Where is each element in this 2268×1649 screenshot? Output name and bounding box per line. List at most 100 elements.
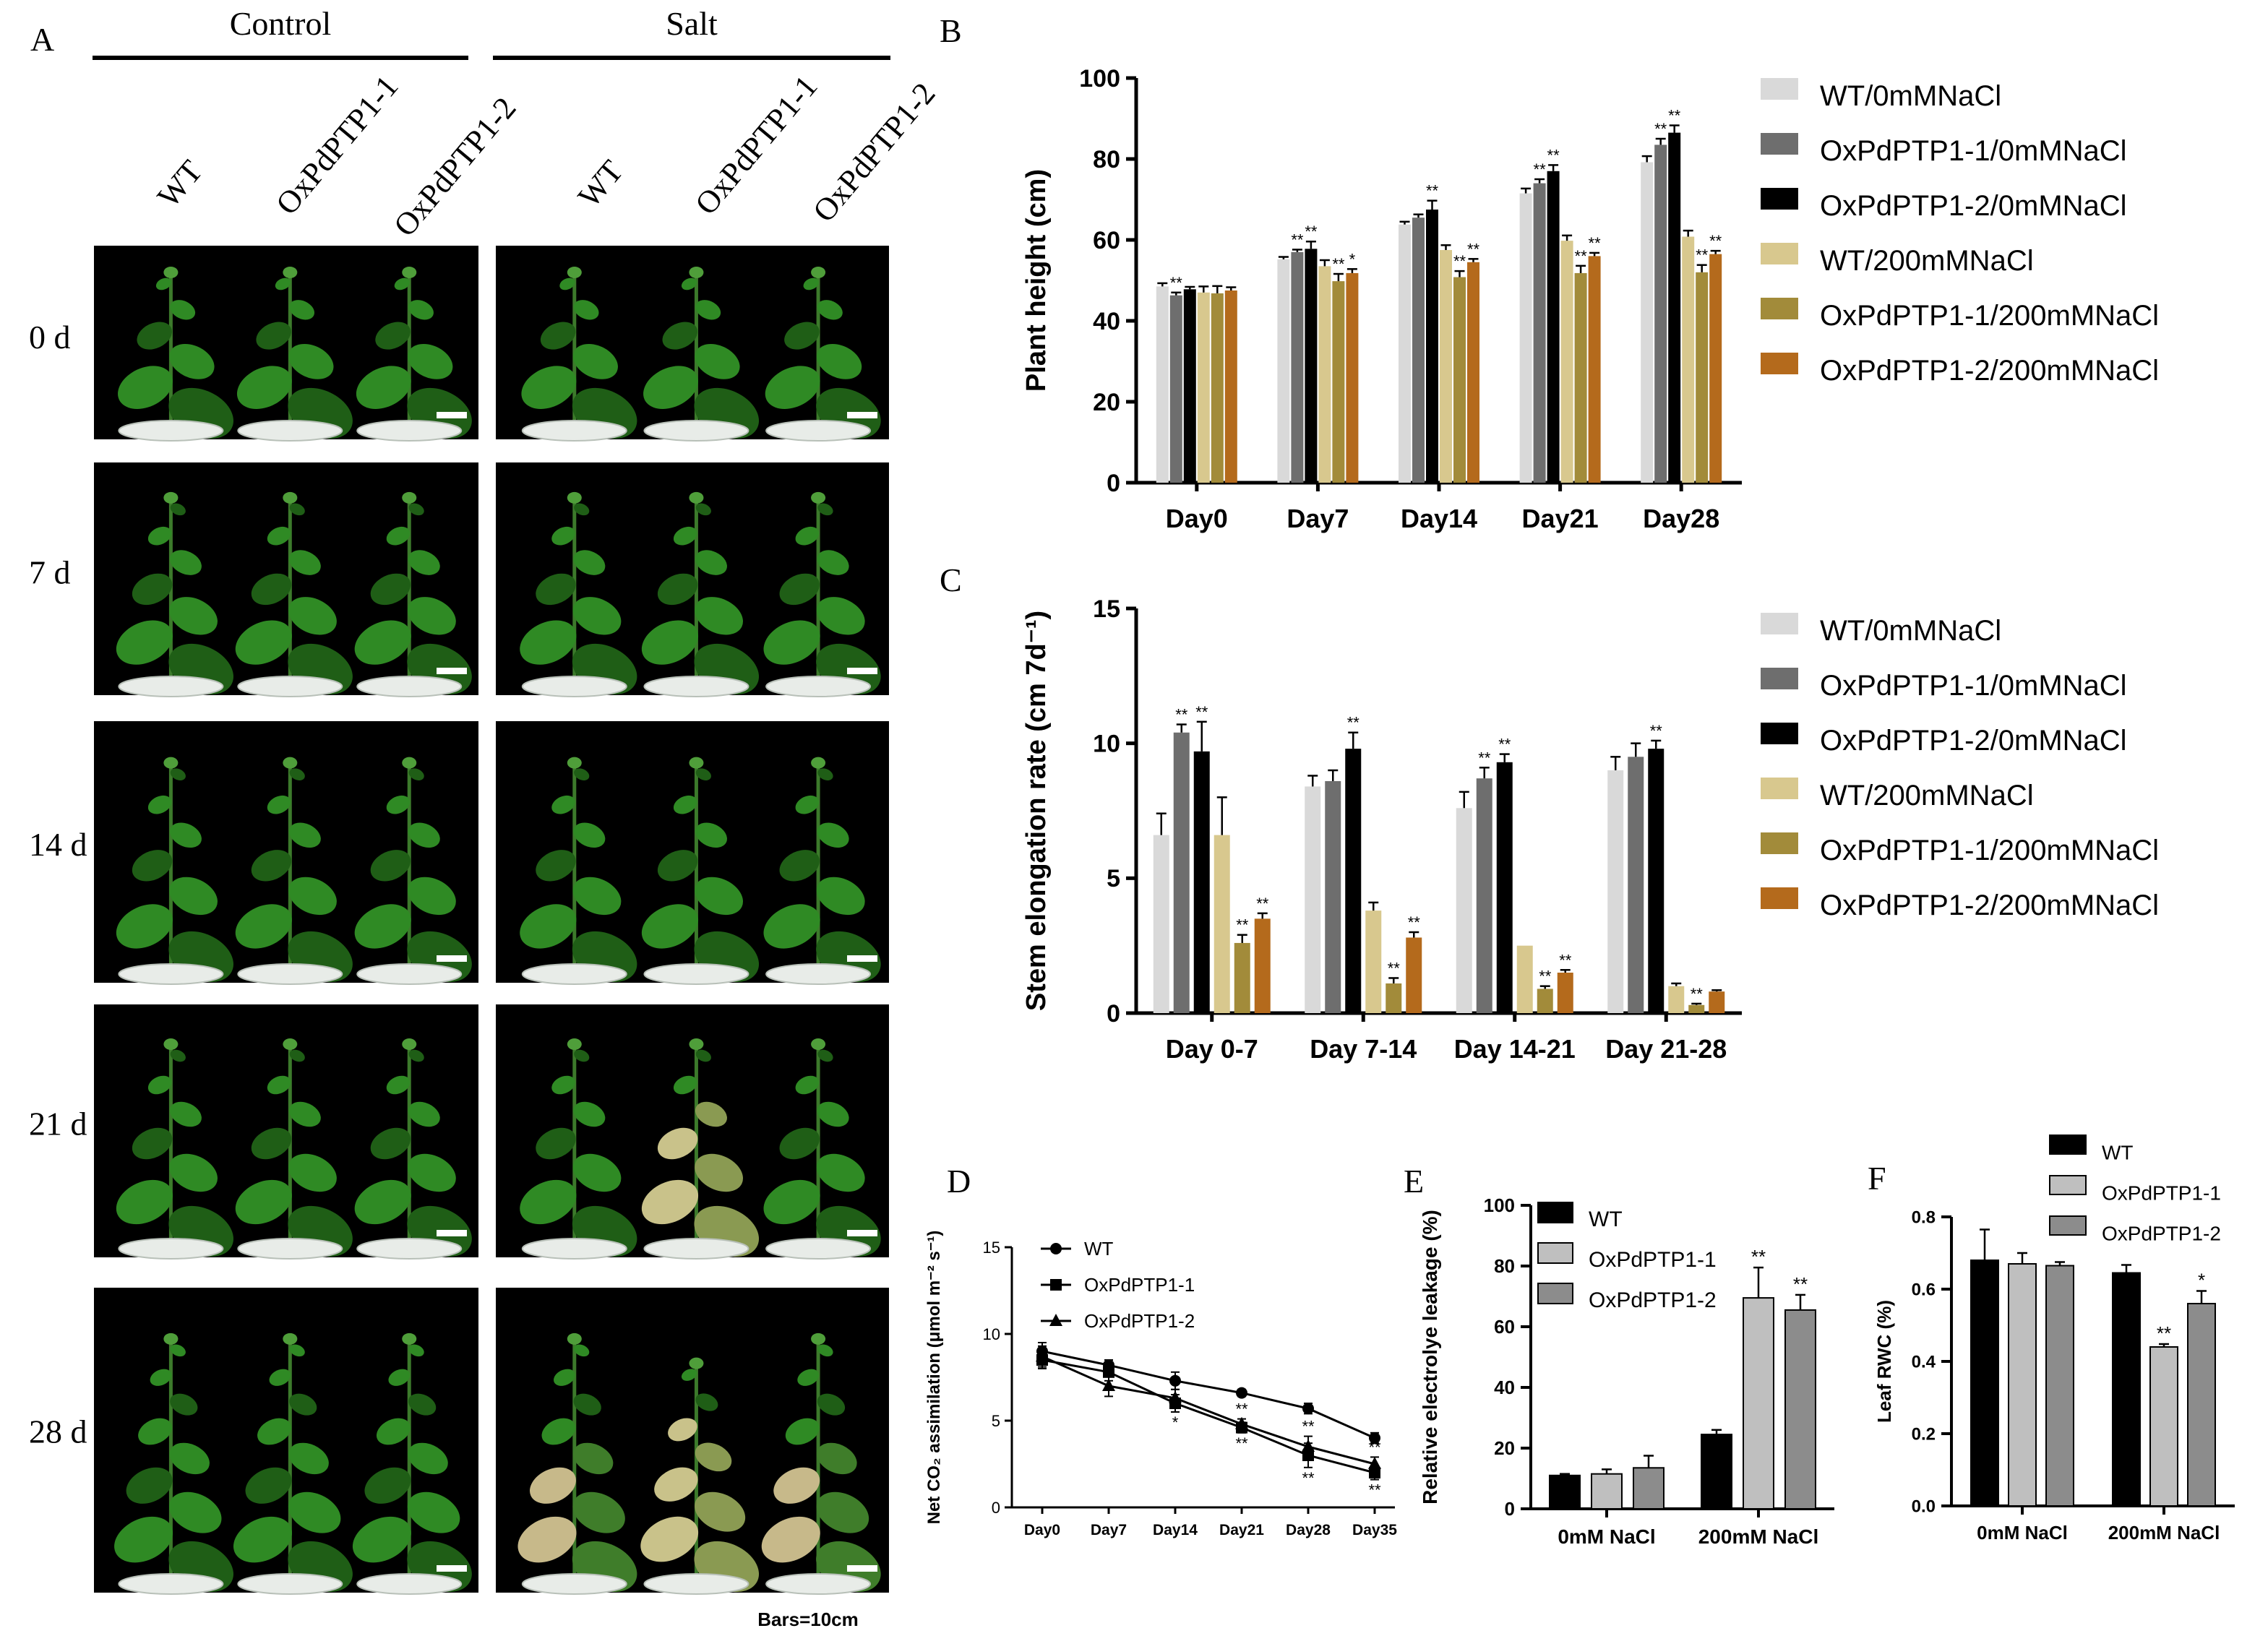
- bar-oxpdptp1-2: [1784, 1309, 1816, 1510]
- plant-leaf: [170, 1393, 198, 1416]
- plant-leaf: [695, 877, 743, 916]
- y-tick-label: 40: [1494, 1377, 1515, 1398]
- plant-leaf: [520, 1179, 577, 1225]
- plant-leaf: [147, 1075, 172, 1095]
- plant-leaf: [170, 1344, 186, 1357]
- plant-leaf: [817, 768, 833, 780]
- bar-oxpdptp1-1-200mmnacl: [1453, 277, 1466, 483]
- plant-apex: [163, 491, 179, 504]
- bar-oxpdptp1-1-200mmnacl: [1211, 293, 1224, 483]
- bar-oxpdptp1-2-0mmnacl: [1183, 289, 1196, 483]
- legend-label: OxPdPTP1-2/0mMNaCl: [1820, 725, 2127, 757]
- plant-leaf: [356, 366, 411, 409]
- plant-leaf: [673, 795, 697, 814]
- plant-leaf: [155, 277, 172, 290]
- plant-leaf: [681, 277, 697, 290]
- bar-wt-0mmnacl: [1156, 286, 1169, 483]
- plant-leaf: [150, 1369, 172, 1386]
- plant-leaf: [169, 597, 218, 635]
- plant-pot: [521, 676, 627, 697]
- y-tick-label: 10: [1093, 731, 1120, 758]
- plant-leaf: [763, 620, 820, 665]
- legend-swatch: [1761, 188, 1798, 210]
- bar-oxpdptp1-1-200mmnacl: [1537, 989, 1553, 1013]
- plant-leaf: [288, 1442, 329, 1475]
- plant-leaf: [288, 1491, 341, 1533]
- plant-figure: [233, 1332, 353, 1595]
- plant-leaf: [354, 904, 411, 949]
- significance-mark: **: [1368, 1438, 1381, 1456]
- plant-leaf: [574, 1049, 590, 1062]
- bar-wt-0mmnacl: [1456, 808, 1472, 1013]
- plant-figure: [520, 491, 637, 697]
- plant-apex: [163, 266, 179, 278]
- x-tick-label: Day 21-28: [1605, 1034, 1727, 1064]
- plant-figure: [354, 757, 472, 985]
- bar-oxpdptp1-2: [2187, 1303, 2216, 1507]
- plant-leaf: [408, 1049, 424, 1062]
- plant-leaf: [147, 526, 172, 546]
- plant-leaf: [408, 343, 453, 379]
- plant-apex: [689, 1038, 704, 1050]
- significance-mark: **: [1302, 1418, 1315, 1436]
- y-tick-label: 0: [1505, 1498, 1515, 1520]
- plant-leaf: [695, 1491, 746, 1532]
- significance-mark: **: [1589, 234, 1602, 252]
- y-tick-label: 60: [1093, 227, 1120, 254]
- plant-leaf: [529, 1467, 576, 1504]
- plant-apex: [402, 266, 417, 278]
- plant-leaf: [574, 1344, 590, 1357]
- plant-leaf: [251, 573, 292, 606]
- bar-oxpdptp1-1: [2149, 1346, 2178, 1507]
- plant-apex: [283, 491, 298, 504]
- plant-leaf: [408, 550, 440, 575]
- plant-pot: [237, 676, 343, 697]
- row-label-28-d: 28 d: [29, 1413, 87, 1450]
- significance-mark: *: [2198, 1270, 2205, 1291]
- plant-leaf: [817, 1101, 849, 1127]
- bar-oxpdptp1-2-0mmnacl: [1345, 749, 1362, 1013]
- plant-leaf: [408, 1442, 448, 1475]
- legend-swatch: [2049, 1175, 2087, 1195]
- bar-wt: [1549, 1474, 1581, 1510]
- plant-pot: [765, 676, 872, 697]
- plant-leaf: [169, 550, 202, 575]
- legend-label: OxPdPTP1-1: [1084, 1274, 1195, 1296]
- bar-oxpdptp1-2-200mmnacl: [1588, 256, 1601, 483]
- bar-oxpdptp1-2-200mmnacl: [1557, 973, 1573, 1013]
- bar-wt-0mmnacl: [1153, 835, 1169, 1013]
- plant-apex: [567, 757, 582, 769]
- plant-leaf: [695, 1442, 732, 1472]
- plant-leaf: [797, 1369, 820, 1386]
- plant-leaf: [695, 343, 740, 379]
- plant-leaf: [118, 366, 173, 409]
- marker-square: [1050, 1279, 1062, 1291]
- row-label-21-d: 21 d: [29, 1106, 87, 1142]
- column-label-oxpdptp1-2: OxPdPTP1-2: [387, 90, 523, 243]
- bar-oxpdptp1-1-0mmnacl: [1533, 183, 1546, 483]
- scale-bar: [847, 1565, 877, 1572]
- marker-triangle: [1235, 1416, 1248, 1429]
- y-axis-label: Net CO₂ assimilation (μmol m⁻² s⁻¹): [924, 1231, 944, 1525]
- significance-mark: **: [1388, 959, 1401, 977]
- legend-swatch: [1761, 243, 1798, 264]
- bar-oxpdptp1-2-200mmnacl: [1224, 290, 1237, 483]
- plant-figure: [118, 266, 233, 442]
- plant-pot: [765, 1573, 872, 1595]
- marker-circle: [1236, 1387, 1247, 1399]
- series-line-wt: [1041, 1350, 1375, 1439]
- plant-leaf: [817, 300, 843, 320]
- plant-leaf: [785, 1418, 820, 1445]
- bar-wt-0mmnacl: [1305, 786, 1321, 1013]
- plant-figure: [235, 1038, 353, 1260]
- plant-leaf: [170, 768, 186, 780]
- y-tick-label: 5: [992, 1412, 1000, 1430]
- scale-bar: [847, 412, 877, 418]
- bar-oxpdptp1-1: [2008, 1263, 2037, 1507]
- plant-figure: [520, 1038, 637, 1260]
- y-axis-label: Leaf RWC (%): [1873, 1300, 1895, 1423]
- plant-pot: [521, 1573, 627, 1595]
- plant-leaf: [695, 550, 727, 575]
- plant-leaf: [251, 850, 292, 882]
